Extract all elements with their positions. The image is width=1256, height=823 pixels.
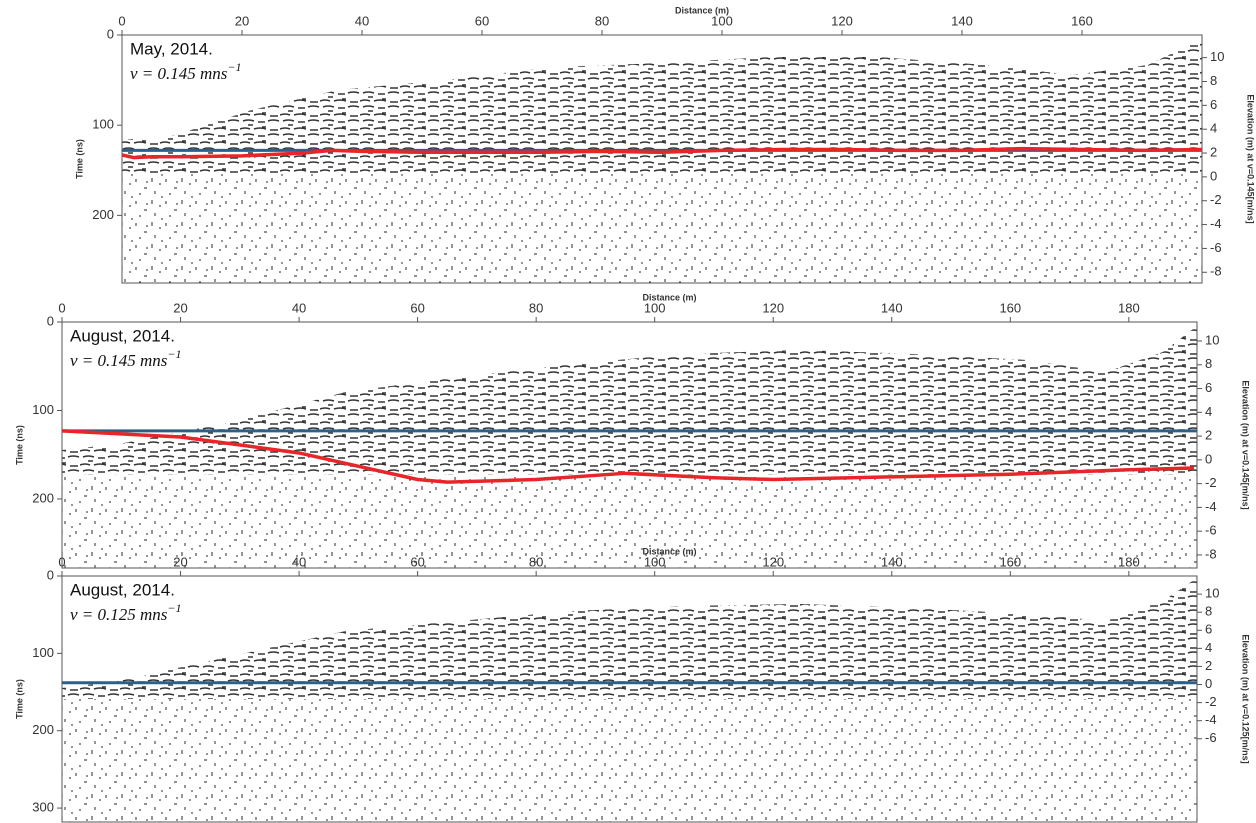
x-tick-label: 160 bbox=[1071, 13, 1093, 28]
y2-tick-label: 4 bbox=[1210, 121, 1217, 136]
y-axis-title: Time (ns) bbox=[74, 139, 84, 179]
y-tick-label: 0 bbox=[47, 313, 54, 328]
velocity-text: v = 0.145 mns bbox=[130, 64, 228, 83]
x-tick-label: 60 bbox=[410, 300, 424, 315]
velocity-label: v = 0.145 mns−1 bbox=[130, 60, 242, 83]
x-tick-label: 160 bbox=[999, 554, 1021, 569]
figure: 020406080100120140160Distance (m)0100200… bbox=[0, 0, 1256, 823]
y-tick-label: 200 bbox=[92, 207, 114, 222]
y-tick-label: 300 bbox=[32, 800, 54, 815]
y2-tick-label: -8 bbox=[1210, 264, 1222, 279]
y2-tick-label: 10 bbox=[1210, 49, 1224, 64]
y2-tick-label: 2 bbox=[1205, 428, 1212, 443]
radargram-texture bbox=[62, 578, 1197, 699]
velocity-exponent: −1 bbox=[167, 601, 181, 615]
x-tick-label: 120 bbox=[762, 300, 784, 315]
y2-tick-label: 2 bbox=[1205, 658, 1212, 673]
y2-tick-label: 10 bbox=[1205, 332, 1219, 347]
y2-tick-label: -6 bbox=[1210, 240, 1222, 255]
date-label: August, 2014. bbox=[70, 326, 175, 345]
y2-tick-label: -2 bbox=[1210, 192, 1222, 207]
y2-tick-label: -6 bbox=[1205, 523, 1217, 538]
x-tick-label: 180 bbox=[1118, 554, 1140, 569]
x-tick-label: 120 bbox=[762, 554, 784, 569]
y2-tick-label: 0 bbox=[1205, 676, 1212, 691]
y2-tick-label: 6 bbox=[1210, 97, 1217, 112]
velocity-text: v = 0.125 mns bbox=[70, 605, 168, 624]
y-axis-title: Time (ns) bbox=[14, 425, 24, 465]
y-tick-label: 0 bbox=[47, 567, 54, 582]
y-tick-label: 200 bbox=[32, 490, 54, 505]
y2-axis-title: Elevation (m) at v=0.145[m/ns] bbox=[1241, 380, 1251, 509]
x-tick-label: 60 bbox=[475, 13, 489, 28]
x-axis-title: Distance (m) bbox=[675, 5, 729, 15]
y2-tick-label: -4 bbox=[1210, 216, 1222, 231]
y2-tick-label: 8 bbox=[1205, 604, 1212, 619]
y-tick-label: 200 bbox=[32, 722, 54, 737]
x-tick-label: 20 bbox=[173, 554, 187, 569]
x-tick-label: 180 bbox=[1118, 300, 1140, 315]
y2-tick-label: 8 bbox=[1210, 73, 1217, 88]
x-tick-label: 140 bbox=[881, 300, 903, 315]
x-tick-label: 100 bbox=[644, 554, 666, 569]
x-tick-label: 0 bbox=[58, 554, 65, 569]
x-tick-label: 140 bbox=[881, 554, 903, 569]
y2-tick-label: 10 bbox=[1205, 586, 1219, 601]
x-tick-label: 80 bbox=[529, 300, 543, 315]
y-tick-label: 0 bbox=[107, 26, 114, 41]
x-tick-label: 60 bbox=[410, 554, 424, 569]
x-tick-label: 80 bbox=[595, 13, 609, 28]
y2-tick-label: -4 bbox=[1205, 499, 1217, 514]
x-axis-title: Distance (m) bbox=[642, 292, 696, 302]
y2-tick-label: 0 bbox=[1210, 168, 1217, 183]
x-tick-label: 20 bbox=[235, 13, 249, 28]
y2-tick-label: 8 bbox=[1205, 356, 1212, 371]
y2-tick-label: 0 bbox=[1205, 451, 1212, 466]
x-tick-label: 0 bbox=[58, 300, 65, 315]
radargram-texture bbox=[62, 326, 1197, 475]
y2-axis-title: Elevation (m) at v=0.145[m/ns] bbox=[1246, 94, 1256, 223]
velocity-text: v = 0.145 mns bbox=[70, 351, 168, 370]
x-tick-label: 40 bbox=[355, 13, 369, 28]
x-tick-label: 40 bbox=[292, 554, 306, 569]
x-tick-label: 0 bbox=[118, 13, 125, 28]
velocity-exponent: −1 bbox=[227, 60, 241, 74]
velocity-exponent: −1 bbox=[167, 347, 181, 361]
y-tick-label: 100 bbox=[92, 117, 114, 132]
y2-tick-label: 4 bbox=[1205, 640, 1212, 655]
radargram-noise bbox=[62, 475, 1197, 568]
y2-tick-label: 6 bbox=[1205, 622, 1212, 637]
y2-tick-label: -2 bbox=[1205, 694, 1217, 709]
y-tick-label: 100 bbox=[32, 645, 54, 660]
y2-tick-label: 6 bbox=[1205, 380, 1212, 395]
y2-tick-label: 2 bbox=[1210, 144, 1217, 159]
radargram-noise bbox=[122, 174, 1202, 283]
x-tick-label: 120 bbox=[831, 13, 853, 28]
y-axis-title: Time (ns) bbox=[14, 679, 24, 719]
velocity-label: v = 0.145 mns−1 bbox=[70, 347, 182, 370]
y-tick-label: 100 bbox=[32, 402, 54, 417]
y2-tick-label: -8 bbox=[1205, 546, 1217, 561]
y2-tick-label: 4 bbox=[1205, 404, 1212, 419]
x-tick-label: 160 bbox=[999, 300, 1021, 315]
velocity-label: v = 0.125 mns−1 bbox=[70, 601, 182, 624]
radargram-noise bbox=[62, 699, 1197, 822]
x-axis-title: Distance (m) bbox=[642, 546, 696, 556]
y2-tick-label: -2 bbox=[1205, 475, 1217, 490]
date-label: May, 2014. bbox=[130, 39, 213, 58]
x-tick-label: 20 bbox=[173, 300, 187, 315]
x-tick-label: 40 bbox=[292, 300, 306, 315]
y2-tick-label: -6 bbox=[1205, 730, 1217, 745]
x-tick-label: 140 bbox=[951, 13, 973, 28]
x-tick-label: 100 bbox=[711, 13, 733, 28]
y2-axis-title: Elevation (m) at v=0.125[m/ns] bbox=[1241, 634, 1251, 763]
y2-tick-label: -4 bbox=[1205, 712, 1217, 727]
x-tick-label: 80 bbox=[529, 554, 543, 569]
date-label: August, 2014. bbox=[70, 580, 175, 599]
x-tick-label: 100 bbox=[644, 300, 666, 315]
